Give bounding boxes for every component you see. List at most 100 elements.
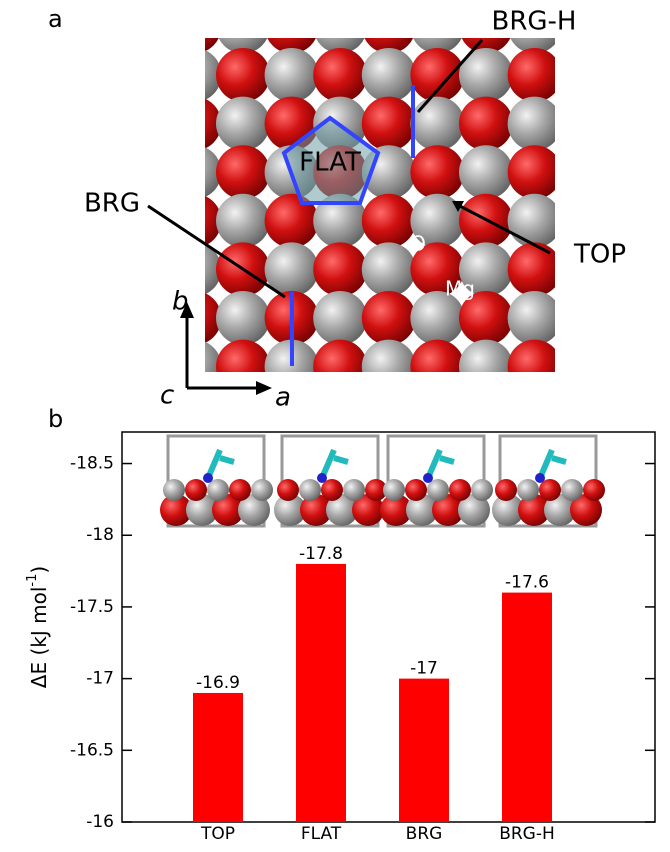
- bond: [319, 448, 337, 480]
- axis-name: b: [172, 287, 189, 317]
- atom: [216, 145, 270, 200]
- atom: [362, 388, 416, 442]
- y-tick-label: -16: [86, 812, 114, 832]
- value-label: -17.8: [299, 544, 343, 564]
- atom: [410, 96, 465, 151]
- atom: [216, 339, 270, 372]
- atom: [216, 48, 270, 102]
- atom: [264, 48, 319, 102]
- atom: [459, 339, 513, 372]
- atom: [556, 291, 610, 345]
- atom: [238, 494, 270, 526]
- atom: [361, 291, 416, 345]
- y-tick-label: -16.5: [70, 740, 114, 760]
- panel-label: a: [48, 5, 63, 33]
- x-tick-label: BRG-H: [499, 824, 555, 844]
- atom: [583, 479, 605, 501]
- value-label: -17.6: [505, 573, 549, 593]
- atom: [205, 293, 222, 343]
- atom: [459, 96, 513, 151]
- atom: [507, 339, 555, 372]
- atom: [216, 291, 270, 345]
- x-tick-label: BRG: [406, 824, 443, 844]
- bar: [502, 592, 552, 822]
- y-tick-label: -17: [86, 669, 114, 689]
- atom: [507, 48, 555, 102]
- atom: [300, 494, 332, 526]
- atom: [507, 291, 555, 345]
- atom: [556, 97, 610, 151]
- atom: [167, 388, 221, 442]
- atom: [205, 341, 222, 372]
- atom: [518, 494, 550, 526]
- atom: [274, 494, 306, 526]
- atom: [313, 48, 368, 102]
- bond: [205, 448, 223, 480]
- bond: [439, 455, 455, 465]
- y-label-text: ): [27, 566, 51, 574]
- atom: [517, 479, 539, 501]
- x-tick-label: TOP: [200, 824, 235, 844]
- atom: [410, 339, 465, 372]
- atom: [495, 479, 517, 501]
- atom: [605, 97, 659, 151]
- atom: [410, 193, 465, 248]
- bond: [537, 448, 555, 480]
- site-label: BRG: [84, 189, 140, 219]
- atom: [556, 48, 610, 102]
- structure-insets: [160, 434, 605, 528]
- atom: [556, 340, 610, 394]
- atom: [427, 479, 449, 501]
- site-label: FLAT: [299, 148, 361, 178]
- axis-name: a: [275, 383, 291, 413]
- atom: [410, 145, 465, 200]
- bond: [425, 448, 443, 480]
- atom: [459, 291, 513, 345]
- atom: [186, 494, 218, 526]
- atom: [361, 48, 416, 102]
- atom: [313, 291, 368, 345]
- atom: [605, 291, 659, 345]
- atom: [383, 479, 405, 501]
- y-label-sup: -1: [25, 574, 40, 587]
- atom: [326, 494, 358, 526]
- bar: [193, 692, 243, 822]
- atom: [218, 38, 268, 54]
- atom: [315, 38, 365, 54]
- arrow-head: [180, 302, 194, 318]
- atom: [507, 96, 555, 151]
- atom: [413, 38, 462, 54]
- atom-label: O: [410, 232, 426, 256]
- mgo-surface: [167, 38, 659, 442]
- atom: [205, 98, 222, 149]
- atom: [216, 96, 270, 151]
- y-label-text: ΔE (kJ mol: [27, 587, 51, 689]
- atom: [277, 479, 299, 501]
- atom: [544, 494, 576, 526]
- atom: [321, 479, 343, 501]
- y-tick-label: -18.5: [70, 454, 114, 474]
- atom: [459, 145, 513, 200]
- atom: [406, 494, 438, 526]
- bond: [219, 455, 235, 465]
- atom: [449, 479, 471, 501]
- site-label: BRG-H: [492, 7, 577, 37]
- atom: [471, 479, 493, 501]
- atom: [492, 494, 524, 526]
- y-tick-label: -18: [86, 525, 114, 545]
- atom: [203, 473, 213, 483]
- atom: [539, 479, 561, 501]
- atom: [205, 195, 222, 246]
- atom: [205, 244, 222, 295]
- x-tick-label: FLAT: [301, 824, 342, 844]
- axis-name: c: [160, 381, 174, 411]
- y-axis-label: ΔE (kJ mol-1): [25, 566, 51, 688]
- pointers: [147, 39, 551, 299]
- atom: [313, 339, 368, 372]
- atom: [459, 388, 513, 442]
- atom: [365, 479, 387, 501]
- bond: [333, 455, 349, 465]
- atom: [423, 473, 433, 483]
- atom: [605, 388, 659, 442]
- atom: [216, 193, 270, 248]
